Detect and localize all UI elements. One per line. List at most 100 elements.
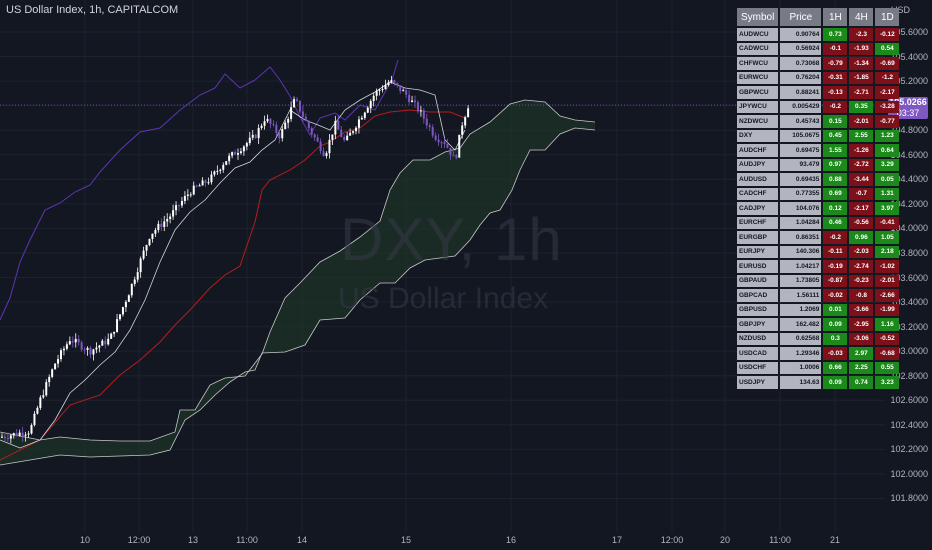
cell-change-h1: 0.88 xyxy=(823,173,848,186)
cell-change-h4: 0.96 xyxy=(849,231,874,244)
table-row[interactable]: EURCHF 1.04284 0.46 -0.56 -0.41 xyxy=(737,216,900,229)
cell-change-h4: 0.35 xyxy=(849,100,874,113)
candle-body xyxy=(455,155,458,158)
candle-body xyxy=(461,125,464,135)
table-row[interactable]: AUDUSD 0.69435 0.88 -3.44 0.05 xyxy=(737,173,900,186)
table-row[interactable]: EURJPY 140.306 -0.11 -2.03 2.18 xyxy=(737,245,900,258)
candle-body xyxy=(213,171,216,175)
table-row[interactable]: GBPCAD 1.56111 -0.02 -0.8 -2.66 xyxy=(737,289,900,302)
cell-symbol: NZDUSD xyxy=(737,332,779,345)
cell-price: 0.88241 xyxy=(780,86,822,99)
candle-body xyxy=(263,121,266,126)
cell-change-h1: -0.87 xyxy=(823,274,848,287)
cell-change-h4: -0.8 xyxy=(849,289,874,302)
ichimoku-cloud xyxy=(0,100,595,465)
candle-body xyxy=(77,338,80,343)
candle-body xyxy=(204,180,207,183)
cell-symbol: GBPAUD xyxy=(737,274,779,287)
base-line xyxy=(0,109,466,461)
candle-body xyxy=(440,142,443,144)
candle-body xyxy=(74,338,77,343)
cell-change-d1: 3.97 xyxy=(875,202,900,215)
cell-change-d1: 0.54 xyxy=(875,42,900,55)
cell-price: 1.73805 xyxy=(780,274,822,287)
table-row[interactable]: EURWCU 0.76204 -0.31 -1.85 -1.2 xyxy=(737,71,900,84)
price-tick-label: 105.4000 xyxy=(890,51,928,62)
price-tick-label: 102.0000 xyxy=(890,468,928,479)
time-axis[interactable]: 10 12:00 13 11:00 14 15 16 17 12:00 20 11:00 21 xyxy=(0,532,885,550)
cell-change-h1: 0.09 xyxy=(823,376,848,389)
table-row[interactable]: USDCAD 1.29346 -0.03 2.97 -0.68 xyxy=(737,347,900,360)
candle-body xyxy=(3,436,6,438)
candle-body xyxy=(89,347,92,355)
candle-body xyxy=(145,245,148,251)
price-tick-label: 102.4000 xyxy=(890,419,928,430)
table-row[interactable]: AUDWCU 0.90764 0.73 -2.3 -0.12 xyxy=(737,28,900,41)
candle-body xyxy=(71,341,74,343)
cell-change-d1: 2.18 xyxy=(875,245,900,258)
header-price: Price xyxy=(780,8,822,26)
price-axis[interactable]: USD 105.6000105.4000105.2000105.0000104.… xyxy=(885,0,932,532)
table-row[interactable]: NZDWCU 0.45743 0.15 -2.01 -0.77 xyxy=(737,115,900,128)
table-row[interactable]: CADWCU 0.56924 -0.1 -1.93 0.54 xyxy=(737,42,900,55)
table-row[interactable]: CADCHF 0.77355 0.69 -0.7 1.31 xyxy=(737,187,900,200)
table-row[interactable]: EURUSD 1.04217 -0.19 -2.74 -1.02 xyxy=(737,260,900,273)
candle-body xyxy=(322,151,325,157)
cell-symbol: GBPCAD xyxy=(737,289,779,302)
candle-body xyxy=(313,134,316,138)
candle-body xyxy=(334,121,337,135)
table-row[interactable]: GBPUSD 1.2069 0.01 -3.66 -1.99 xyxy=(737,303,900,316)
candle-body xyxy=(130,283,133,296)
watermark-name: US Dollar Index xyxy=(338,282,549,315)
table-row[interactable]: CADJPY 104.076 0.12 -2.17 3.97 xyxy=(737,202,900,215)
candle-body xyxy=(36,407,39,414)
cell-change-h1: 0.3 xyxy=(823,332,848,345)
table-row[interactable]: EURGBP 0.86351 -0.2 0.96 1.05 xyxy=(737,231,900,244)
cell-change-h4: -2.3 xyxy=(849,28,874,41)
table-row[interactable]: AUDCHF 0.69475 1.55 -1.26 0.64 xyxy=(737,144,900,157)
cell-change-h4: -1.85 xyxy=(849,71,874,84)
table-row[interactable]: JPYWCU 0.005429 -0.2 0.35 -3.28 xyxy=(737,100,900,113)
header-1d: 1D xyxy=(875,8,900,26)
cell-symbol: JPYWCU xyxy=(737,100,779,113)
candle-body xyxy=(387,82,390,86)
cell-change-d1: -1.02 xyxy=(875,260,900,273)
candle-body xyxy=(416,102,419,112)
table-row[interactable]: GBPWCU 0.88241 -0.13 -2.71 -2.17 xyxy=(737,86,900,99)
candle-body xyxy=(399,85,402,92)
table-row[interactable]: GBPAUD 1.73805 -0.87 -0.23 -2.01 xyxy=(737,274,900,287)
table-row[interactable]: USDJPY 134.63 0.09 0.74 3.23 xyxy=(737,376,900,389)
cell-change-h4: -2.72 xyxy=(849,158,874,171)
candle-body xyxy=(414,100,416,103)
cell-change-h4: -3.44 xyxy=(849,173,874,186)
cell-price: 134.63 xyxy=(780,376,822,389)
time-tick-label: 17 xyxy=(611,535,623,545)
cloud-span-b-line xyxy=(0,127,596,466)
table-row[interactable]: AUDJPY 93.479 0.97 -2.72 3.29 xyxy=(737,158,900,171)
candle-body xyxy=(272,123,275,125)
candle-body xyxy=(24,434,27,436)
candle-body xyxy=(257,127,260,139)
cell-price: 1.04284 xyxy=(780,216,822,229)
table-row[interactable]: DXY 105.0675 0.45 2.55 1.23 xyxy=(737,129,900,142)
cell-change-h4: -2.71 xyxy=(849,86,874,99)
table-row[interactable]: NZDUSD 0.62568 0.3 -3.06 -0.52 xyxy=(737,332,900,345)
table-row[interactable]: GBPJPY 162.482 0.09 -2.95 1.16 xyxy=(737,318,900,331)
cell-symbol: EURJPY xyxy=(737,245,779,258)
cell-change-h1: 0.45 xyxy=(823,129,848,142)
candle-body xyxy=(60,350,62,360)
candle-body xyxy=(116,319,119,332)
screener-table: Symbol Price 1H 4H 1D AUDWCU 0.90764 0.73-… xyxy=(735,6,901,391)
candle-body xyxy=(281,129,284,139)
candle-body xyxy=(48,376,51,383)
cell-price: 0.56924 xyxy=(780,42,822,55)
candle-body xyxy=(290,107,293,119)
candle-body xyxy=(151,233,154,239)
cell-change-h1: -0.13 xyxy=(823,86,848,99)
table-row[interactable]: USDCHF 1.0006 0.66 2.25 0.55 xyxy=(737,361,900,374)
candle-body xyxy=(183,195,186,202)
time-tick-label: 13 xyxy=(187,535,199,545)
candle-body xyxy=(222,164,225,170)
table-row[interactable]: CHFWCU 0.73068 -0.79 -1.34 -0.69 xyxy=(737,57,900,70)
candle-body xyxy=(169,216,172,220)
